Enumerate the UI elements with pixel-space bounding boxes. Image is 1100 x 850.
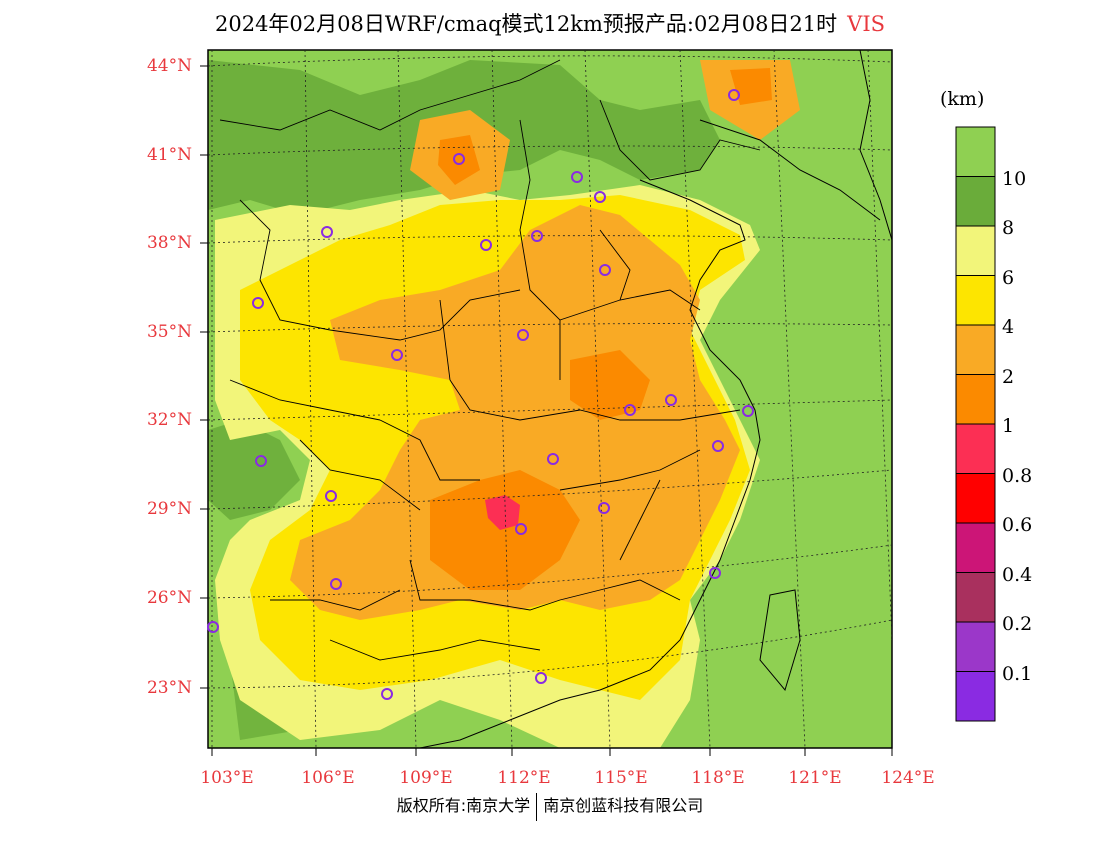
city-marker [515, 523, 527, 535]
colorbar-swatch [955, 473, 996, 524]
colorbar-swatch [955, 374, 996, 425]
lon-label: 106°E [301, 768, 355, 788]
city-marker [665, 394, 677, 406]
city-marker [728, 89, 740, 101]
city-marker [599, 264, 611, 276]
city-marker [535, 672, 547, 684]
city-marker [709, 567, 721, 579]
city-marker [517, 329, 529, 341]
lon-label: 121°E [788, 768, 842, 788]
graticule [208, 50, 892, 748]
city-marker [321, 226, 333, 238]
lat-label: 38°N [146, 233, 192, 253]
city-marker [391, 349, 403, 361]
lon-label: 115°E [594, 768, 648, 788]
colorbar-label: 0.2 [1002, 613, 1033, 635]
colorbar-label: 0.8 [1002, 465, 1033, 487]
credit-line: 版权所有:南京大学 南京创蓝科技有限公司 [0, 792, 1100, 821]
lat-label: 29°N [146, 499, 192, 519]
colorbar-label: 0.4 [1002, 564, 1033, 586]
map-field [208, 50, 892, 748]
colorbar-swatch [955, 275, 996, 326]
credit-right: 南京创蓝科技有限公司 [543, 796, 704, 815]
city-marker [453, 153, 465, 165]
lon-label: 103°E [200, 768, 254, 788]
credit-separator [536, 792, 538, 821]
city-marker [252, 297, 264, 309]
colorbar-label: 6 [1002, 267, 1015, 289]
city-marker [598, 502, 610, 514]
city-marker [742, 405, 754, 417]
lon-label: 124°E [881, 768, 935, 788]
colorbar-unit: (km) [940, 88, 985, 110]
city-marker [207, 621, 219, 633]
colorbar-label: 0.1 [1002, 663, 1033, 685]
map-frame [207, 49, 893, 749]
lat-label: 41°N [146, 145, 192, 165]
colorbar-label: 2 [1002, 366, 1015, 388]
province-boundaries [219, 59, 761, 661]
city-marker [255, 455, 267, 467]
city-marker [531, 230, 543, 242]
city-marker [571, 171, 583, 183]
colorbar-label: 8 [1002, 217, 1015, 239]
colorbar-label: 4 [1002, 316, 1015, 338]
lat-label: 44°N [146, 56, 192, 76]
lat-label: 23°N [146, 678, 192, 698]
city-marker [330, 578, 342, 590]
city-marker [381, 688, 393, 700]
city-marker [594, 191, 606, 203]
lon-label: 118°E [691, 768, 745, 788]
city-marker [325, 490, 337, 502]
colorbar-swatch [955, 324, 996, 375]
colorbar-swatch [955, 621, 996, 672]
variable-label: VIS [847, 12, 886, 36]
lat-label: 32°N [146, 410, 192, 430]
colorbar [955, 126, 996, 722]
colorbar-swatch [955, 176, 996, 227]
colorbar-swatch [955, 671, 996, 722]
colorbar-swatch [955, 572, 996, 623]
map-title: 2024年02月08日WRF/cmaq模式12km预报产品:02月08日21时 V… [214, 12, 886, 36]
colorbar-label: 1 [1002, 415, 1015, 437]
colorbar-swatch [955, 126, 996, 177]
credit-left: 版权所有:南京大学 [396, 796, 531, 815]
lon-label: 109°E [399, 768, 453, 788]
city-marker [712, 440, 724, 452]
axis-ticks [200, 65, 893, 756]
lat-label: 35°N [146, 322, 192, 342]
visibility-region-1km [570, 350, 650, 420]
lat-label: 26°N [146, 588, 192, 608]
colorbar-swatch [955, 225, 996, 276]
visibility-region-0.8km [485, 495, 520, 530]
city-marker [480, 239, 492, 251]
city-marker [547, 453, 559, 465]
coastline [419, 50, 892, 748]
colorbar-label: 0.6 [1002, 514, 1033, 536]
city-markers [207, 89, 754, 700]
colorbar-swatch [955, 522, 996, 573]
colorbar-label: 10 [1002, 168, 1027, 190]
lon-label: 112°E [497, 768, 551, 788]
city-marker [624, 404, 636, 416]
visibility-region-2km [290, 205, 740, 620]
colorbar-swatch [955, 423, 996, 474]
